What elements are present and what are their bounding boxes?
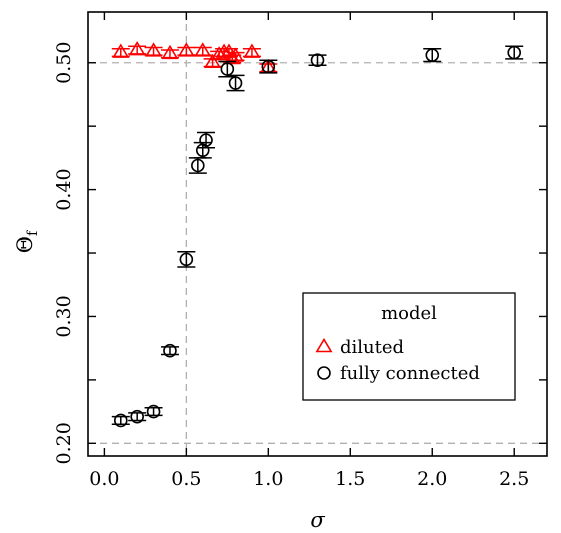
circle-marker bbox=[146, 404, 161, 419]
x-tick-label: 2.0 bbox=[417, 468, 447, 490]
triangle-marker bbox=[128, 40, 146, 56]
data-point bbox=[197, 131, 216, 149]
x-tick-label: 2.5 bbox=[499, 468, 529, 490]
data-point bbox=[160, 44, 179, 60]
triangle-marker bbox=[145, 42, 163, 57]
legend-title: model bbox=[381, 303, 437, 324]
circle-marker bbox=[228, 76, 243, 90]
y-axis-label: Θf bbox=[13, 229, 41, 253]
data-point bbox=[423, 48, 442, 63]
x-tick-label: 1.0 bbox=[253, 468, 283, 490]
circle-marker bbox=[425, 48, 440, 62]
triangle-marker bbox=[161, 44, 179, 60]
data-point bbox=[111, 43, 130, 58]
data-point bbox=[505, 45, 524, 60]
data-point bbox=[226, 74, 245, 92]
data-point bbox=[193, 42, 212, 57]
circle-marker bbox=[507, 45, 522, 60]
data-point bbox=[308, 53, 327, 68]
x-axis-label: σ bbox=[310, 508, 325, 532]
data-point bbox=[188, 157, 207, 174]
legend-items: diluted fully connected bbox=[315, 337, 480, 384]
y-tick-label: 0.20 bbox=[53, 422, 75, 464]
triangle-marker bbox=[194, 42, 212, 57]
data-point bbox=[144, 404, 163, 419]
circle-marker bbox=[113, 413, 128, 428]
series-diluted bbox=[111, 40, 278, 74]
y-axis-label-main: Θ bbox=[13, 236, 37, 253]
circle-marker bbox=[199, 133, 213, 147]
data-point bbox=[128, 40, 147, 56]
y-tick-label: 0.40 bbox=[53, 168, 75, 210]
triangle-marker bbox=[210, 46, 228, 61]
circle-marker bbox=[261, 59, 276, 74]
data-point bbox=[177, 42, 196, 57]
triangle-marker bbox=[177, 42, 195, 57]
data-point bbox=[242, 43, 261, 58]
y-tick-label: 0.30 bbox=[53, 295, 75, 337]
legend-item-label: diluted bbox=[340, 337, 404, 358]
triangle-marker bbox=[204, 53, 222, 69]
legend: model diluted fully connected bbox=[302, 292, 516, 401]
x-tick-label: 1.5 bbox=[335, 468, 365, 490]
circle-marker bbox=[191, 158, 205, 173]
y-axis-label-subscript: f bbox=[25, 229, 41, 236]
data-point bbox=[128, 409, 147, 424]
y-tick-label: 0.50 bbox=[53, 42, 75, 84]
plot-series bbox=[111, 40, 524, 428]
circle-marker bbox=[179, 252, 194, 267]
series-fully-connected bbox=[111, 45, 524, 428]
legend-item: diluted bbox=[315, 337, 404, 358]
legend-item: fully connected bbox=[317, 363, 480, 384]
data-point bbox=[177, 251, 196, 268]
triangle-marker bbox=[112, 43, 130, 58]
plot-frame bbox=[87, 11, 548, 457]
x-tick-label: 0.0 bbox=[89, 468, 119, 490]
legend-item-label: fully connected bbox=[340, 363, 480, 384]
circle-marker bbox=[163, 343, 177, 358]
x-tick-label: 0.5 bbox=[171, 468, 201, 490]
axis-ticks: 0.0 0.5 1.0 1.5 2.0 2.5 0.20 0.30 0.40 0.50 bbox=[53, 12, 547, 490]
data-point bbox=[259, 59, 278, 74]
triangle-marker bbox=[243, 43, 261, 58]
legend-box bbox=[302, 292, 516, 401]
circle-marker bbox=[130, 409, 144, 424]
circle-marker bbox=[310, 53, 325, 68]
legend-circle-icon bbox=[317, 366, 331, 380]
data-point bbox=[111, 413, 130, 428]
data-point bbox=[144, 42, 163, 57]
legend-triangle-icon bbox=[315, 337, 333, 353]
data-point bbox=[160, 343, 179, 358]
